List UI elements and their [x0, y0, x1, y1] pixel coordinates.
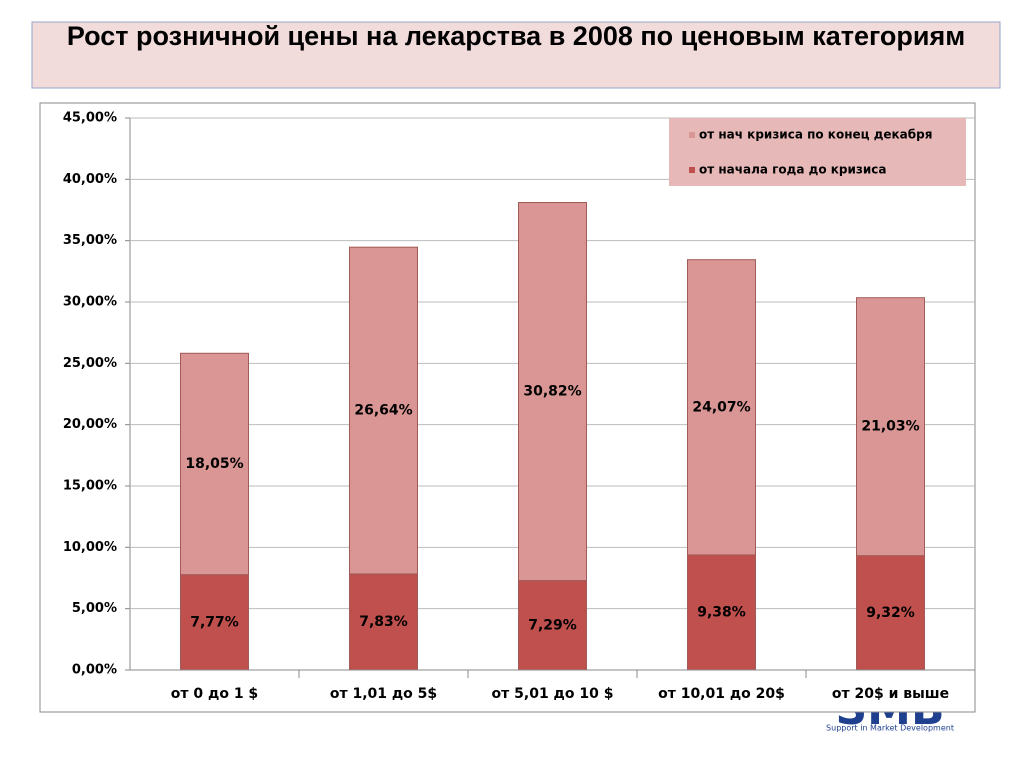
x-tick-label: от 20$ и выше: [832, 686, 949, 702]
value-label: 18,05%: [185, 456, 243, 472]
bar-segment: [349, 573, 418, 671]
y-tick-label: 10,00%: [63, 540, 117, 555]
title-box: [31, 21, 1001, 89]
y-tick-label: 30,00%: [63, 295, 117, 310]
y-tick-label: 20,00%: [63, 417, 117, 432]
bar-segment: [349, 246, 418, 575]
value-label: 9,38%: [697, 604, 746, 620]
legend-label: от начала года до кризиса: [699, 163, 887, 177]
title-wrap: Рост розничной цены на лекарства в 2008 …: [66, 21, 966, 51]
y-tick-label: 15,00%: [63, 479, 117, 494]
value-label: 30,82%: [523, 384, 581, 400]
bar-segment: [180, 352, 249, 576]
y-tick-label: 0,00%: [72, 663, 117, 678]
y-tick-label: 40,00%: [63, 172, 117, 187]
value-label: 7,77%: [190, 614, 239, 630]
x-tick-label: от 10,01 до 20$: [658, 686, 785, 702]
legend-box: [669, 118, 966, 186]
bar-segment: [180, 574, 249, 671]
legend-label: от нач кризиса по конец декабря: [699, 128, 932, 142]
y-tick-label: 35,00%: [63, 233, 117, 248]
y-tick-label: 5,00%: [72, 601, 117, 616]
legend-swatch: [689, 167, 695, 173]
x-tick-label: от 0 до 1 $: [171, 686, 258, 702]
value-label: 26,64%: [354, 403, 412, 419]
legend-swatch: [689, 132, 695, 138]
bar-segment: [687, 259, 756, 556]
bar-segment: [687, 554, 756, 671]
x-tick-label: от 5,01 до 10 $: [492, 686, 614, 702]
value-label: 21,03%: [861, 419, 919, 435]
bar-segment: [518, 580, 587, 671]
bar-segment: [856, 297, 925, 557]
y-tick-label: 25,00%: [63, 356, 117, 371]
bar-segment: [518, 202, 587, 582]
value-label: 24,07%: [692, 399, 750, 415]
logo-tagline: Support in Market Development: [826, 724, 954, 733]
bar-segment: [856, 555, 925, 671]
chart-title: Рост розничной цены на лекарства в 2008 …: [66, 21, 966, 51]
value-label: 7,29%: [528, 617, 577, 633]
x-tick-label: от 1,01 до 5$: [330, 686, 437, 702]
value-label: 7,83%: [359, 614, 408, 630]
y-tick-label: 45,00%: [63, 111, 117, 126]
value-label: 9,32%: [866, 605, 915, 621]
plot: 0,00% 5,00% 10,00% 15,00% 20,00% 25,00% 30,00%…: [63, 111, 975, 702]
